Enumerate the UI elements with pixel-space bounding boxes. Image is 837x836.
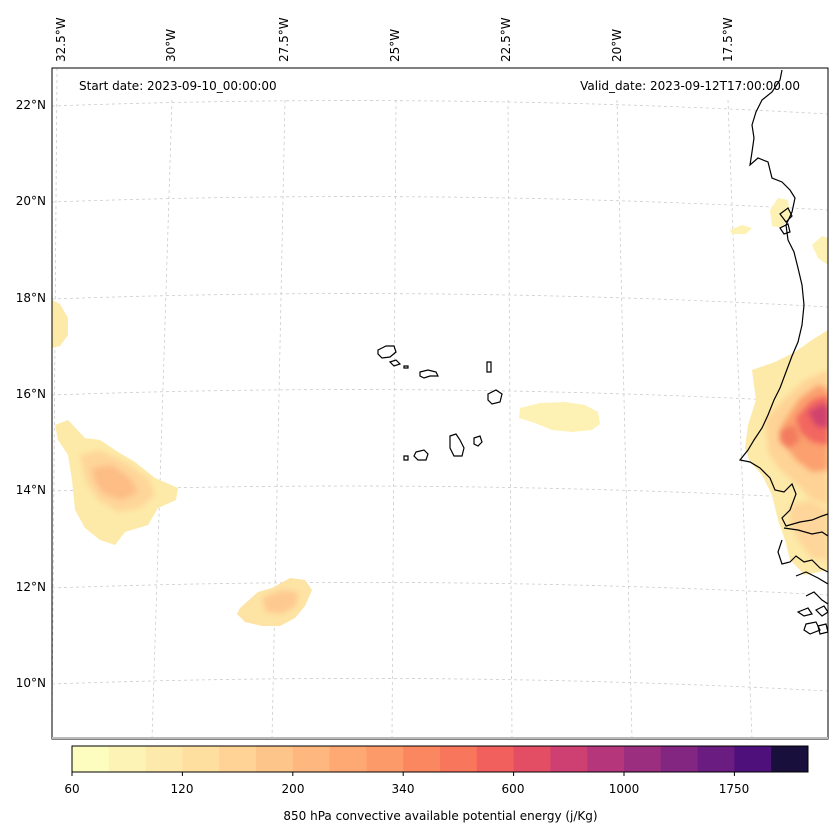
- island-sao-vicente: [388, 359, 402, 367]
- colorbar-swatch: [550, 746, 588, 772]
- colorbar-frame: [71, 745, 809, 773]
- colorbar-swatch: [403, 746, 441, 772]
- lon-label: 22.5°W: [499, 17, 513, 62]
- lon-label: 27.5°W: [277, 17, 291, 62]
- colorbar-tick-label: 1000: [608, 782, 640, 796]
- island-fogo: [413, 449, 429, 461]
- colorbar-swatch: [256, 746, 294, 772]
- colorbar-swatch: [182, 746, 220, 772]
- colorbar-swatch: [440, 746, 478, 772]
- colorbar-swatch: [329, 746, 367, 772]
- cape-area-west-edge: [52, 300, 68, 348]
- colorbar-swatch: [587, 746, 625, 772]
- colorbar-swatch: [697, 746, 735, 772]
- cape-area-central: [519, 402, 600, 432]
- colorbar-swatch: [145, 746, 183, 772]
- lat-label: 18°N: [15, 291, 46, 305]
- island-santo-antao: [377, 345, 397, 359]
- lat-label: 10°N: [15, 676, 46, 690]
- island-maio: [473, 435, 483, 447]
- start-date-label: Start date: 2023-09-10_00:00:00: [79, 79, 277, 93]
- colorbar-swatch: [771, 746, 809, 772]
- colorbar-swatch: [292, 746, 331, 772]
- lon-label: 30°W: [164, 28, 178, 62]
- colorbar-swatch: [219, 746, 257, 772]
- lon-label: 17.5°W: [721, 17, 735, 62]
- colorbar-tick-label: 200: [281, 782, 305, 796]
- island-sal: [486, 361, 492, 373]
- island-boa-vista: [487, 389, 503, 405]
- colorbar-ticks: [71, 772, 735, 776]
- colorbar-tick-label: 60: [64, 782, 80, 796]
- colorbar-swatch: [734, 746, 772, 772]
- lon-label: 32.5°W: [54, 17, 68, 62]
- cape-field: [52, 198, 828, 626]
- colorbar-tick-label: 1750: [718, 782, 750, 796]
- colorbar-title: 850 hPa convective available potential e…: [283, 809, 598, 823]
- colorbar-tick-label: 120: [170, 782, 194, 796]
- colorbar-swatch: [476, 746, 515, 772]
- colorbar-swatch: [660, 746, 699, 772]
- island-sao-nicolau: [419, 369, 439, 379]
- colorbar-tick-label: 600: [501, 782, 525, 796]
- lon-label: 20°W: [610, 28, 624, 62]
- colorbar-swatch: [72, 746, 110, 772]
- island-santiago: [449, 433, 465, 457]
- lat-label: 12°N: [15, 580, 46, 594]
- island-brava: [403, 455, 409, 461]
- lat-label: 14°N: [15, 483, 46, 497]
- colorbar-swatch: [624, 746, 662, 772]
- valid-date-label: Valid_date: 2023-09-12T17:00:00.00: [580, 79, 800, 93]
- colorbar-swatch: [108, 746, 147, 772]
- lat-label: 16°N: [15, 387, 46, 401]
- colorbar: [72, 746, 809, 772]
- lat-label: 20°N: [15, 194, 46, 208]
- colorbar-tick-label: 340: [391, 782, 415, 796]
- lon-label: 25°W: [388, 28, 402, 62]
- coastline: [377, 69, 828, 635]
- colorbar-swatch: [513, 746, 551, 772]
- lat-label: 22°N: [15, 98, 46, 112]
- map-background: [52, 68, 828, 739]
- colorbar-swatch: [366, 746, 404, 772]
